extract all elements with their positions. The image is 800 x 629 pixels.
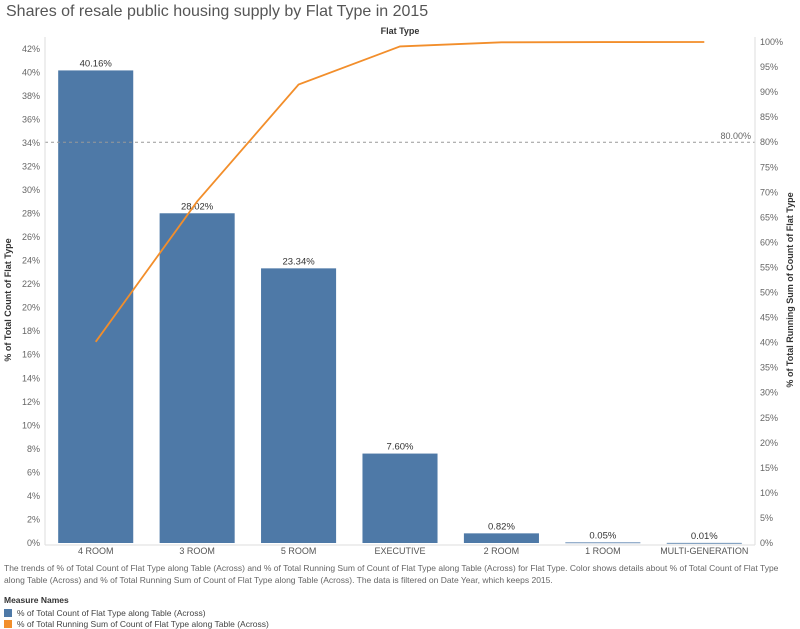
category-label: 3 ROOM: [179, 546, 215, 556]
bar-value-label: 28.02%: [181, 201, 214, 212]
left-axis-title: % of Total Count of Flat Type: [3, 238, 13, 361]
left-tick-label: 30%: [22, 185, 40, 195]
right-tick-label: 10%: [760, 488, 778, 498]
left-y-axis: 0% 2% 4% 6% 8% 10% 12% 14% 16% 18% 20% 22% 24% 26% 28%…: [22, 44, 40, 548]
right-tick-label: 40%: [760, 338, 778, 348]
left-tick-label: 38%: [22, 91, 40, 101]
left-tick-label: 24%: [22, 256, 40, 266]
chart-caption: The trends of % of Total Count of Flat T…: [4, 563, 779, 585]
bar-labels: 40.16% 28.02% 23.34% 7.60% 0.82% 0.05% 0.01%: [80, 58, 719, 541]
bar-value-label: 7.60%: [387, 442, 414, 453]
left-tick-label: 20%: [22, 303, 40, 313]
legend-swatch-orange: [4, 619, 12, 628]
legend-label-bars: % of Total Count of Flat Type along Tabl…: [17, 607, 206, 618]
left-tick-label: 10%: [22, 420, 40, 430]
category-label: 1 ROOM: [585, 546, 621, 556]
top-axis-label: Flat Type: [381, 26, 420, 36]
bar: [666, 542, 742, 544]
left-tick-label: 42%: [22, 44, 40, 54]
right-tick-label: 5%: [760, 513, 773, 523]
right-tick-label: 80%: [760, 137, 778, 147]
right-tick-label: 50%: [760, 288, 778, 298]
left-tick-label: 4%: [27, 491, 40, 501]
left-tick-label: 32%: [22, 161, 40, 171]
right-tick-label: 55%: [760, 262, 778, 272]
bar-value-label: 40.16%: [80, 58, 113, 69]
category-label: 4 ROOM: [78, 546, 114, 556]
right-tick-label: 90%: [760, 87, 778, 97]
bar-value-label: 23.34%: [282, 256, 315, 267]
left-tick-label: 28%: [22, 209, 40, 219]
legend-swatch-blue: [4, 608, 12, 617]
running-sum-line-group: [94, 41, 705, 343]
bar-value-label: 0.01%: [691, 531, 718, 542]
left-tick-label: 12%: [22, 397, 40, 407]
pareto-chart: Flat Type 0% 2% 4% 6% 8% 10% 12% 14% 16% 18% 20% 22…: [3, 26, 795, 556]
legend-item-line: % of Total Running Sum of Count of Flat …: [4, 618, 269, 629]
right-tick-label: 25%: [760, 413, 778, 423]
left-tick-label: 26%: [22, 232, 40, 242]
left-tick-label: 18%: [22, 326, 40, 336]
category-label: 2 ROOM: [484, 546, 520, 556]
left-tick-label: 6%: [27, 467, 40, 477]
left-tick-label: 22%: [22, 279, 40, 289]
right-y-axis: 0% 5% 10% 15% 20% 25% 30% 35% 40% 45% 50% 55% 60% 65%…: [760, 37, 783, 548]
right-tick-label: 65%: [760, 212, 778, 222]
bar-value-label: 0.82%: [488, 521, 515, 532]
left-tick-label: 40%: [22, 67, 40, 77]
left-tick-label: 36%: [22, 114, 40, 124]
left-tick-label: 34%: [22, 138, 40, 148]
bar: [362, 453, 438, 543]
bars: [58, 70, 742, 544]
category-label: EXECUTIVE: [374, 546, 425, 556]
right-tick-label: 45%: [760, 313, 778, 323]
bar: [463, 533, 539, 543]
right-tick-label: 20%: [760, 438, 778, 448]
right-axis-title: % of Total Running Sum of Count of Flat …: [785, 192, 795, 387]
bar: [159, 213, 235, 543]
right-tick-label: 0%: [760, 538, 773, 548]
left-tick-label: 2%: [27, 514, 40, 524]
reference-line-group: 80.00%: [45, 131, 755, 143]
right-tick-label: 95%: [760, 62, 778, 72]
right-tick-label: 85%: [760, 112, 778, 122]
legend-label-line: % of Total Running Sum of Count of Flat …: [17, 618, 269, 629]
left-tick-label: 16%: [22, 350, 40, 360]
bar: [565, 542, 641, 544]
left-tick-label: 8%: [27, 444, 40, 454]
category-labels: 4 ROOM 3 ROOM 5 ROOM EXECUTIVE 2 ROOM 1 ROOM M…: [78, 546, 748, 556]
bar: [261, 268, 337, 543]
reference-line-label: 80.00%: [720, 131, 751, 141]
legend-title: Measure Names: [4, 595, 69, 605]
left-tick-label: 0%: [27, 538, 40, 548]
right-tick-label: 100%: [760, 37, 783, 47]
running-sum-line: [94, 41, 705, 343]
left-tick-label: 14%: [22, 373, 40, 383]
chart-title: Shares of resale public housing supply b…: [6, 3, 429, 20]
right-tick-label: 15%: [760, 463, 778, 473]
category-label: 5 ROOM: [281, 546, 317, 556]
legend: Measure Names % of Total Count of Flat T…: [4, 595, 269, 629]
right-tick-label: 60%: [760, 237, 778, 247]
category-label: MULTI-GENERATION: [660, 546, 748, 556]
right-tick-label: 35%: [760, 363, 778, 373]
right-tick-label: 70%: [760, 187, 778, 197]
legend-item-bars: % of Total Count of Flat Type along Tabl…: [4, 607, 269, 618]
bar-value-label: 0.05%: [589, 530, 616, 541]
right-tick-label: 75%: [760, 162, 778, 172]
right-tick-label: 30%: [760, 388, 778, 398]
